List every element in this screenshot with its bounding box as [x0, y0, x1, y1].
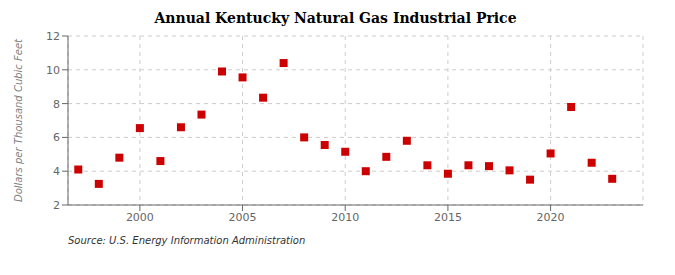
- html-text:Annual Kentucky Natural Gas In: Annual Kentucky Natural Gas Industrial P…: [154, 10, 517, 26]
- svg-text:2020: 2020: [537, 211, 565, 224]
- svg-text:2005: 2005: [229, 211, 257, 224]
- svg-text:2015: 2015: [434, 211, 462, 224]
- svg-text:2000: 2000: [126, 211, 154, 224]
- svg-text:10: 10: [46, 64, 60, 77]
- svg-text:2010: 2010: [331, 211, 359, 224]
- svg-text:Dollars per Thousand Cubic Fee: Dollars per Thousand Cubic Feet: [13, 38, 24, 202]
- svg-text:4: 4: [53, 165, 60, 178]
- svg-text:8: 8: [53, 98, 60, 111]
- svg-text:6: 6: [53, 131, 60, 144]
- html-text:Source: U.S. Energy Informatio: Source: U.S. Energy Information Administ…: [68, 235, 306, 246]
- svg-text:2: 2: [53, 199, 60, 212]
- svg-text:12: 12: [46, 30, 60, 43]
